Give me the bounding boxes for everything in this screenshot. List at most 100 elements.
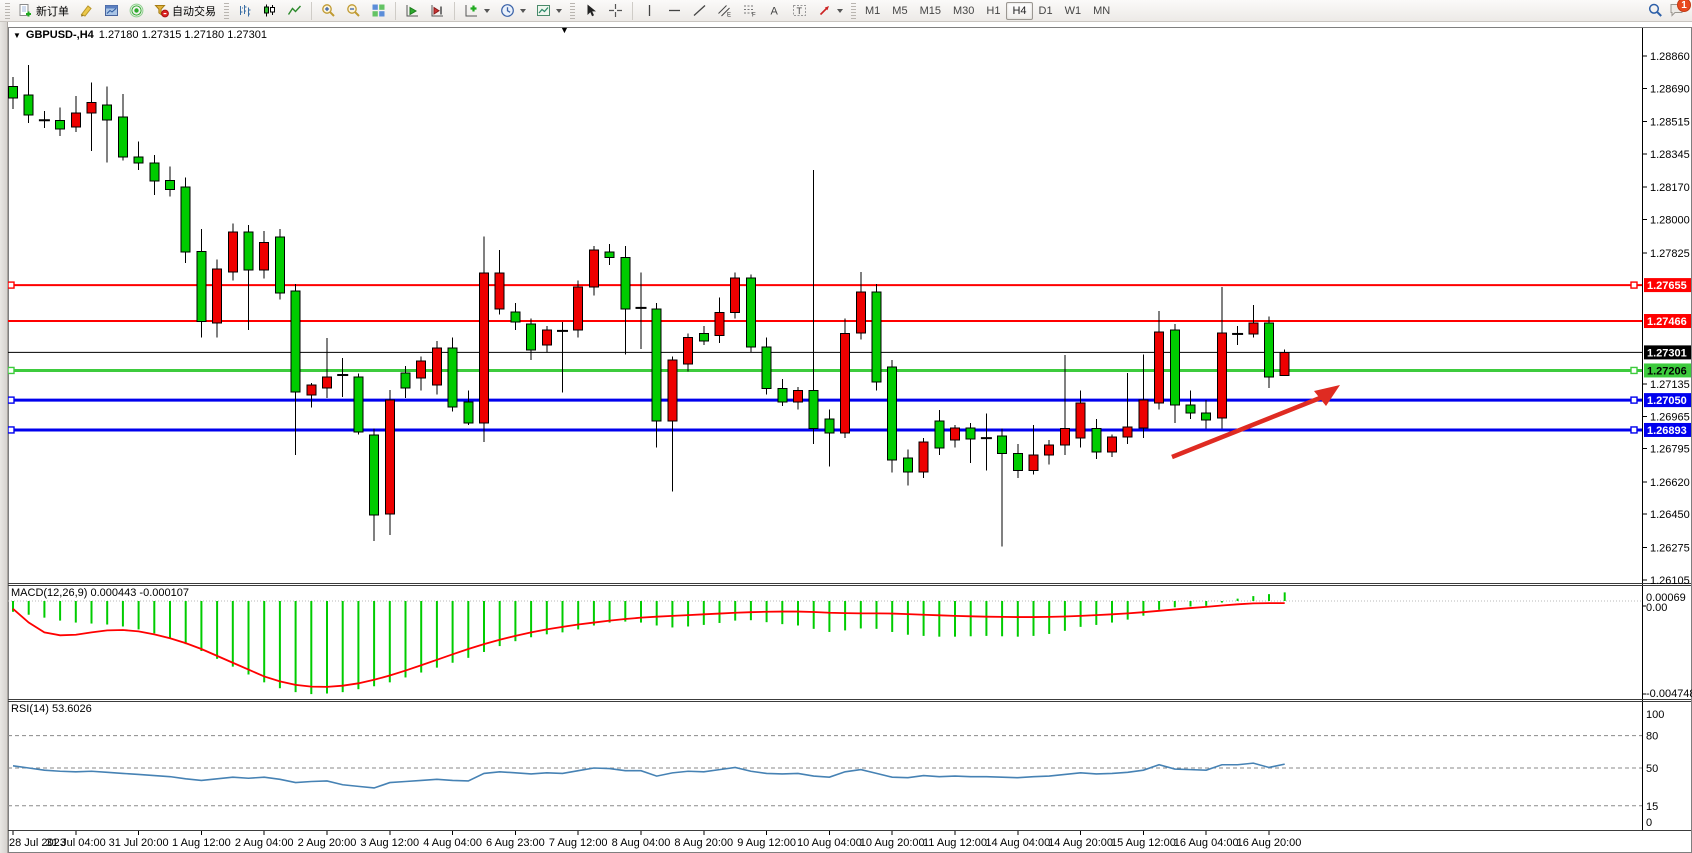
timeframe-M15[interactable]: M15	[919, 4, 941, 17]
auto-trading-button[interactable]: 自动交易	[149, 1, 221, 21]
toolbar-grip[interactable]	[570, 2, 575, 19]
text-button[interactable]: A	[762, 1, 787, 21]
macd-hist-bar	[326, 601, 328, 694]
price-label: 1.27050	[1647, 395, 1687, 407]
time-label: 8 Aug 20:00	[674, 837, 733, 849]
svg-text:0: 0	[1646, 817, 1652, 829]
time-label: 31 Jul 04:00	[46, 837, 106, 849]
svg-text:0.00: 0.00	[1646, 602, 1667, 614]
templates-button[interactable]	[531, 1, 567, 21]
indicators-button[interactable]	[459, 1, 495, 21]
toolbar: 新订单 自动交易	[0, 0, 1692, 22]
time-label: 3 Aug 12:00	[360, 837, 419, 849]
new-order-button[interactable]: 新订单	[13, 1, 74, 21]
metaeditor-button[interactable]	[74, 1, 99, 21]
hline-handle[interactable]	[7, 366, 15, 375]
time-label: 6 Aug 23:00	[486, 837, 545, 849]
arrows-dropdown-icon	[837, 8, 843, 13]
auto-scroll-button[interactable]	[400, 1, 425, 21]
hline-handle[interactable]	[1630, 426, 1638, 434]
macd-hist-bar	[592, 601, 595, 626]
bull-candle	[1154, 331, 1165, 404]
hline-handle[interactable]	[7, 426, 15, 434]
price-axis[interactable]: 1.28860 1.28690 1.28515 1.28345 1.28170 1.280…	[1642, 51, 1691, 587]
macd-hist-bar	[608, 601, 611, 623]
hline-handle[interactable]	[1630, 366, 1638, 375]
periods-button[interactable]	[495, 1, 531, 21]
macd-hist-bar	[875, 601, 878, 629]
svg-text:A: A	[771, 6, 779, 18]
bull-candle	[227, 231, 238, 273]
symbol-dropdown-icon[interactable]: ▼	[13, 30, 21, 40]
market-button[interactable]	[99, 1, 124, 21]
timeframe-H4[interactable]: H4	[1006, 1, 1033, 20]
equidistant-channel-button[interactable]: E	[712, 1, 737, 21]
macd-hist-bar	[1142, 601, 1145, 616]
crosshair-button[interactable]	[603, 1, 628, 21]
timeframe-H1[interactable]: H1	[986, 4, 1001, 17]
signals-button[interactable]	[124, 1, 149, 21]
arrow-annotation[interactable]	[1171, 385, 1340, 460]
price-label-box	[1644, 422, 1691, 437]
macd-hist-bar	[640, 601, 642, 623]
macd-hist-bar	[137, 601, 140, 630]
fibonacci-button[interactable]: F	[737, 1, 762, 21]
hline-handle[interactable]	[7, 396, 15, 404]
bear-candle	[180, 186, 191, 253]
indicators-icon	[464, 3, 479, 18]
text-label-button[interactable]: T	[787, 1, 812, 21]
macd-hist-bar	[797, 601, 799, 626]
text-icon: A	[767, 3, 782, 18]
bull-candle	[494, 272, 505, 310]
macd-hist-bar	[812, 601, 815, 629]
line-chart-button[interactable]	[282, 1, 307, 21]
macd-hist-bar	[514, 601, 517, 642]
tile-windows-button[interactable]	[366, 1, 391, 21]
toolbar-grip[interactable]	[851, 2, 856, 19]
chart-shift-button[interactable]	[425, 1, 450, 21]
vertical-line-button[interactable]	[637, 1, 662, 21]
timeframe-M30[interactable]: M30	[952, 4, 975, 17]
doji-candle	[980, 437, 992, 440]
quick-trade-collapse-icon[interactable]: ▼	[560, 25, 569, 35]
macd-hist-bar	[954, 601, 956, 637]
trendline-button[interactable]	[687, 1, 712, 21]
hline-handle[interactable]	[1630, 396, 1638, 404]
macd-hist-bar	[749, 601, 752, 621]
indicators-dropdown-icon	[484, 8, 490, 13]
hline-handle[interactable]	[7, 281, 15, 289]
bull-candle	[1216, 332, 1227, 419]
svg-text:1.26450: 1.26450	[1650, 509, 1690, 521]
timeframe-D1[interactable]: D1	[1038, 4, 1053, 17]
trendline-icon	[692, 3, 707, 18]
horizontal-line-objects[interactable]	[7, 281, 1642, 434]
search-icon[interactable]	[1648, 3, 1663, 18]
chat-button[interactable]: 1	[1669, 0, 1691, 20]
macd-hist-bar	[1158, 601, 1161, 610]
bear-candle	[620, 257, 631, 310]
horizontal-line-button[interactable]	[662, 1, 687, 21]
macd-hist-bar	[373, 601, 376, 687]
toolbar-grip[interactable]	[5, 2, 10, 19]
arrows-button[interactable]	[812, 1, 848, 21]
toolbar-grip[interactable]	[224, 2, 229, 19]
timeframe-M1[interactable]: M1	[865, 4, 881, 17]
bar-chart-button[interactable]	[232, 1, 257, 21]
timeframe-W1[interactable]: W1	[1064, 4, 1082, 17]
zoom-in-icon	[321, 3, 336, 18]
macd-hist-bar	[1173, 601, 1176, 608]
cursor-button[interactable]	[578, 1, 603, 21]
templates-icon	[536, 3, 551, 18]
macd-hist-bar	[624, 601, 627, 622]
timeframe-MN[interactable]: MN	[1093, 4, 1111, 17]
macd-hist-bar	[1126, 601, 1129, 620]
zoom-in-button[interactable]	[316, 1, 341, 21]
zoom-out-button[interactable]	[341, 1, 366, 21]
hline-handle[interactable]	[1630, 281, 1638, 289]
arrows-icon	[817, 3, 832, 18]
candlestick-chart-button[interactable]	[257, 1, 282, 21]
timeframe-M5[interactable]: M5	[892, 4, 908, 17]
time-label: 4 Aug 04:00	[423, 837, 482, 849]
